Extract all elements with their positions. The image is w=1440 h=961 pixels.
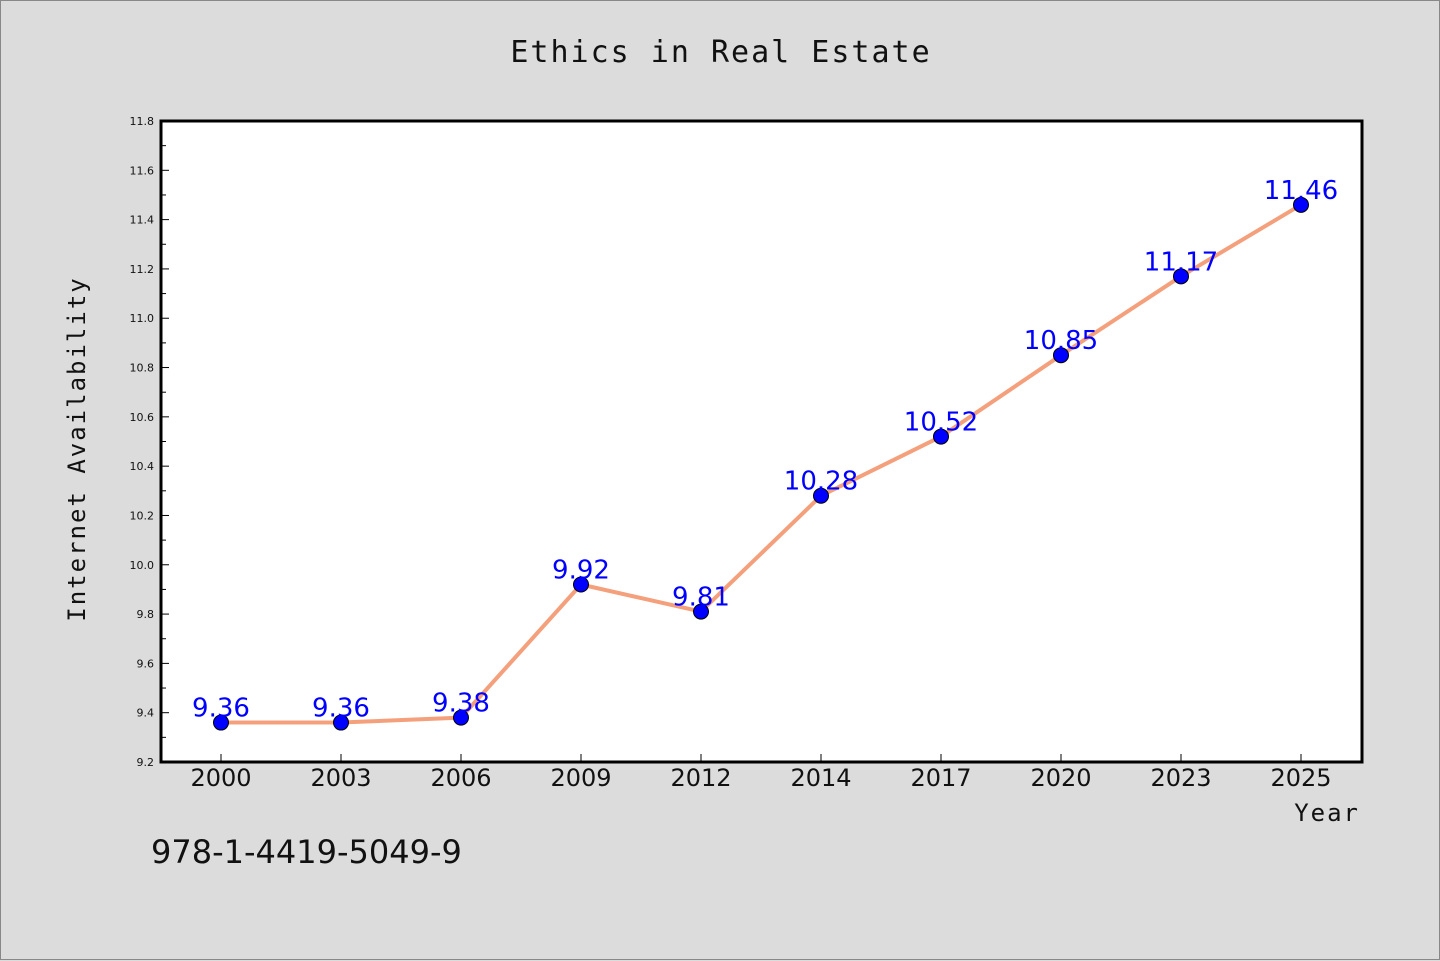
data-label: 10.28 [784,467,858,497]
y-tick-label: 10.0 [130,559,155,572]
y-axis: 9.2 9.4 9.6 9.8 10.0 10.2 10.4 10.6 10.8 11.0 11.2… [130,115,169,769]
x-tick-label: 2023 [1150,764,1211,792]
x-tick-label: 2003 [310,764,371,792]
y-tick-label: 11.6 [130,164,155,177]
data-label: 9.92 [552,555,610,585]
y-tick-label: 11.2 [130,263,155,276]
y-tick-label: 9.6 [137,657,155,670]
x-tick-label: 2009 [550,764,611,792]
x-tick-label: 2000 [190,764,251,792]
y-tick-label: 10.2 [130,509,155,522]
data-point [1053,347,1069,364]
plot-frame [159,119,1364,764]
y-tick-label: 9.8 [137,608,155,621]
data-point [933,428,949,445]
data-point [453,709,469,726]
chart-title: Ethics in Real Estate [510,35,932,70]
data-points [213,196,1309,731]
x-tick-label: 2025 [1270,764,1331,792]
y-tick-label: 11.0 [130,312,155,325]
y-axis-label: Internet Availability [63,276,91,621]
y-tick-label: 9.4 [137,707,155,720]
data-label: 10.52 [904,408,978,438]
x-tick-label: 2014 [790,764,851,792]
data-label: 10.85 [1024,326,1098,356]
data-label: 11.17 [1144,247,1218,277]
y-tick-label: 9.2 [137,756,155,769]
plot-area [161,121,1362,762]
x-tick-label: 2006 [430,764,491,792]
data-point [1173,268,1189,285]
data-label: 9.81 [672,583,730,613]
data-label: 9.38 [432,689,490,719]
y-tick-label: 11.4 [130,214,155,227]
isbn-caption: 978-1-4419-5049-9 [151,833,462,871]
data-point [573,576,589,593]
data-point [813,487,829,504]
data-point [213,714,229,731]
data-point [333,714,349,731]
x-tick-label: 2012 [670,764,731,792]
y-tick-label: 10.6 [130,411,155,424]
x-tick-label: 2017 [910,764,971,792]
y-tick-label: 10.8 [130,362,155,375]
y-tick-label: 11.8 [130,115,155,128]
data-point [693,603,709,620]
data-label: 9.36 [312,694,370,724]
y-tick-label: 10.4 [130,460,155,473]
x-axis: 2000 2003 2006 2009 2012 2014 2017 2020 2023 2025 [190,754,1332,792]
data-label: 9.36 [192,694,250,724]
data-point [1293,196,1309,213]
x-axis-label: Year [1294,799,1360,827]
x-tick-label: 2020 [1030,764,1091,792]
data-labels: 9.36 9.36 9.38 9.92 9.81 10.28 10.52 10.85 11.17… [192,176,1338,724]
data-label: 11.46 [1264,176,1338,206]
series-line [221,203,1303,725]
